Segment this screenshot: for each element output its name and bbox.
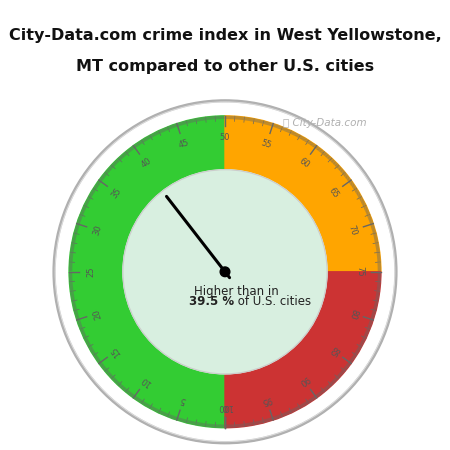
Text: Higher than in: Higher than in [194, 284, 279, 297]
Text: 100: 100 [217, 402, 233, 411]
Circle shape [55, 102, 395, 441]
Text: 60: 60 [297, 156, 311, 170]
Text: 10: 10 [139, 374, 153, 387]
Text: 70: 70 [347, 224, 359, 237]
Text: 80: 80 [347, 307, 359, 320]
Wedge shape [69, 116, 225, 428]
Text: 65: 65 [327, 186, 341, 200]
Text: 20: 20 [91, 307, 103, 320]
Circle shape [123, 170, 327, 374]
Text: of U.S. cities: of U.S. cities [234, 295, 311, 308]
Circle shape [53, 100, 397, 444]
Text: MT compared to other U.S. cities: MT compared to other U.S. cities [76, 59, 374, 74]
Text: 39.5 %: 39.5 % [189, 295, 234, 308]
Text: 75: 75 [355, 266, 364, 277]
Text: 50: 50 [220, 133, 230, 142]
Wedge shape [225, 116, 381, 272]
Text: 15: 15 [109, 344, 123, 358]
Text: ⓘ City-Data.com: ⓘ City-Data.com [284, 118, 367, 128]
Text: 85: 85 [327, 344, 341, 358]
Text: City-Data.com crime index in West Yellowstone,: City-Data.com crime index in West Yellow… [9, 28, 441, 43]
Text: 95: 95 [260, 394, 273, 405]
Text: 55: 55 [260, 138, 273, 150]
Text: 30: 30 [91, 224, 103, 237]
Circle shape [56, 103, 394, 441]
Text: 40: 40 [139, 156, 153, 170]
Text: 0: 0 [222, 402, 228, 411]
Circle shape [220, 267, 230, 277]
Text: 35: 35 [109, 186, 123, 200]
Text: 5: 5 [180, 395, 187, 405]
Text: 90: 90 [297, 374, 311, 387]
Wedge shape [225, 272, 381, 428]
Text: 45: 45 [177, 138, 190, 150]
Circle shape [56, 103, 394, 441]
Text: 25: 25 [86, 266, 95, 277]
